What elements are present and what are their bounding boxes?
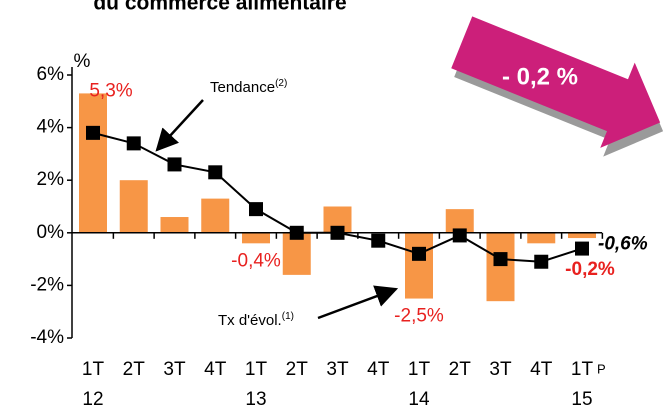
trend-marker	[249, 202, 263, 217]
x-tick-label: 1T	[82, 359, 105, 380]
unit-label: %	[74, 51, 91, 72]
bar	[242, 232, 270, 244]
x-tick-label: 4T	[367, 359, 390, 380]
legend-trend-name: Tendance	[210, 79, 275, 96]
x-tick-label: 4T	[530, 359, 553, 380]
bar	[160, 217, 189, 233]
trend-marker	[493, 252, 508, 267]
legend-trend: Tendance(2)	[210, 78, 287, 96]
bar	[527, 232, 556, 244]
bar	[405, 232, 433, 299]
x-tick-label: 2T	[449, 359, 472, 380]
chart-title: du commerce alimentaire	[93, 0, 346, 15]
year-label: 12	[82, 389, 103, 410]
y-tick-label: 4%	[37, 117, 65, 138]
bar	[445, 209, 474, 233]
x-tick-label: 1T	[408, 359, 431, 380]
x-tick-label: 4T	[204, 359, 227, 380]
bar	[486, 232, 515, 302]
year-label: 14	[408, 389, 430, 410]
trend-marker	[289, 225, 304, 240]
trend-marker	[208, 165, 223, 180]
trend-marker	[86, 125, 100, 140]
bar	[119, 180, 148, 233]
bar	[282, 232, 311, 275]
y-tick-label: 2%	[37, 169, 65, 190]
provisional-mark: P	[597, 361, 606, 376]
bar-value-label: 5,3%	[89, 80, 132, 101]
trend-marker	[575, 241, 589, 256]
bar	[568, 232, 596, 239]
callout-text: - 0,2 %	[502, 63, 578, 90]
x-tick-label: 2T	[286, 359, 309, 380]
x-tick-label: 3T	[489, 359, 512, 380]
bar-value-label: -2,5%	[394, 306, 444, 327]
legend-bar-name: Tx d'évol.	[218, 312, 282, 329]
x-tick-label: 1T	[571, 359, 594, 380]
x-tick-label: 3T	[163, 359, 186, 380]
x-tick-label: 1T	[245, 359, 268, 380]
year-label: 13	[245, 389, 266, 410]
legend-bar-note: (1)	[282, 311, 294, 322]
bar	[79, 93, 107, 233]
y-tick-label: 0%	[37, 222, 65, 243]
trend-marker	[126, 136, 141, 151]
y-tick-label: -2%	[30, 274, 64, 295]
y-tick-label: 6%	[37, 64, 65, 85]
line-value-label: -0,6%	[598, 234, 648, 255]
year-label: 15	[571, 389, 592, 410]
bar-value-label: -0,2%	[565, 259, 615, 280]
annotation-arrow	[155, 99, 204, 152]
trend-marker	[534, 254, 549, 269]
y-tick-label: -4%	[30, 327, 64, 348]
trend-marker	[371, 233, 386, 248]
legend-trend-note: (2)	[275, 78, 287, 89]
trend-marker	[167, 157, 182, 172]
bar	[201, 198, 230, 233]
bar-value-label: -0,4%	[231, 250, 281, 271]
x-tick-label: 2T	[123, 359, 146, 380]
trend-marker	[330, 225, 345, 240]
legend-bar: Tx d'évol.(1)	[218, 311, 294, 329]
annotation-arrow	[317, 285, 399, 320]
x-tick-label: 3T	[326, 359, 349, 380]
trend-marker	[452, 228, 467, 243]
callout-arrow	[451, 16, 664, 157]
trend-marker	[412, 246, 426, 261]
